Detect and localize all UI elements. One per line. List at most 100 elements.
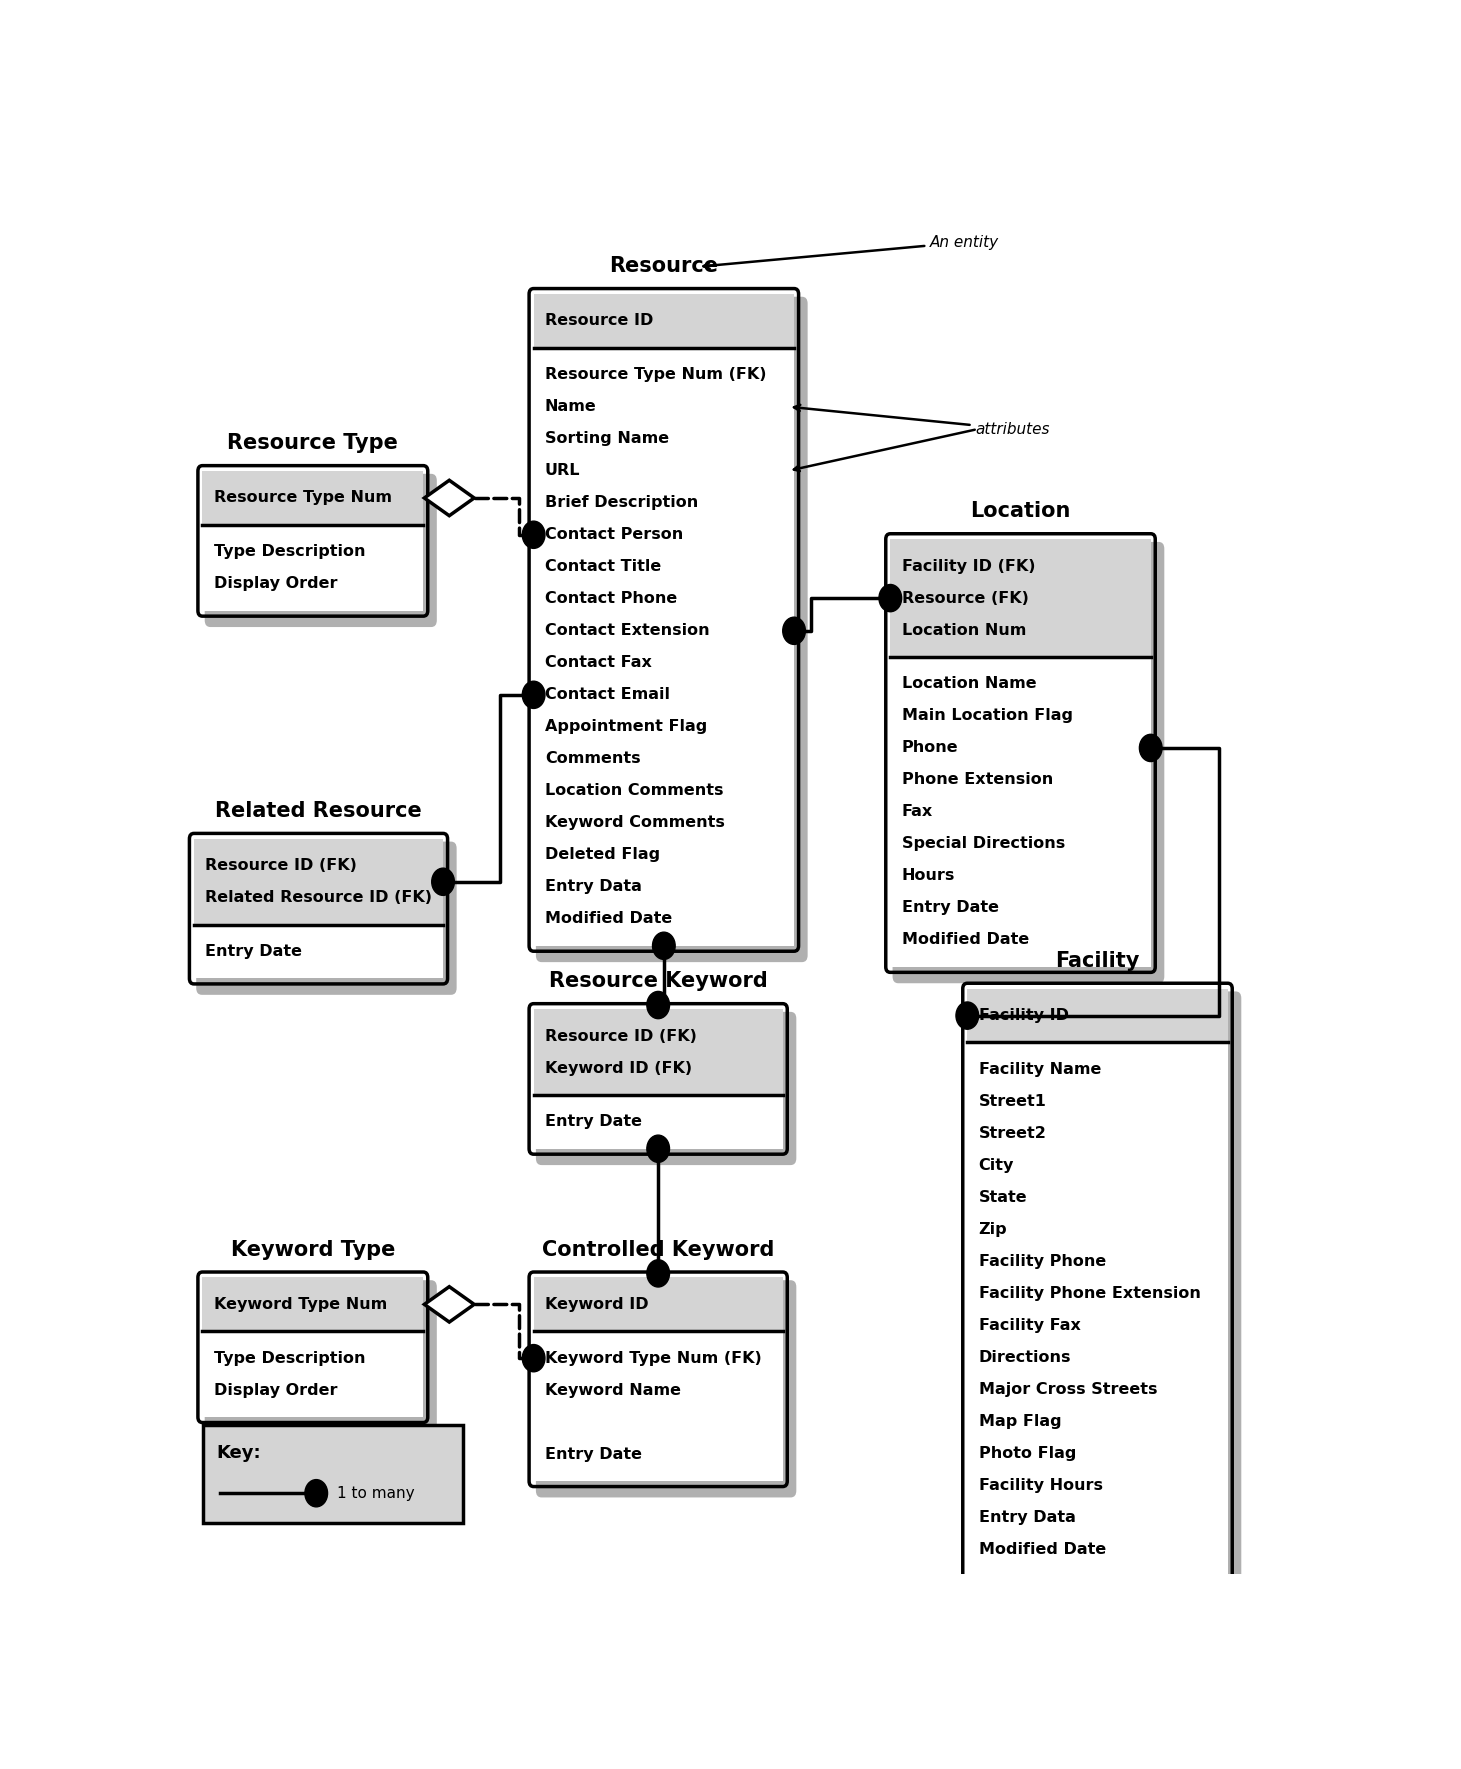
Text: Keyword Type Num: Keyword Type Num [213, 1297, 387, 1313]
Text: Facility Name: Facility Name [979, 1061, 1102, 1077]
Circle shape [432, 869, 454, 895]
Text: Contact Person: Contact Person [545, 527, 684, 543]
Text: Resource Type: Resource Type [228, 433, 399, 453]
Text: Facility Hours: Facility Hours [979, 1479, 1103, 1493]
Text: Modified Date: Modified Date [545, 911, 672, 927]
Text: Entry Date: Entry Date [205, 945, 302, 959]
Circle shape [783, 617, 805, 644]
Text: Facility ID (FK): Facility ID (FK) [901, 559, 1036, 573]
Bar [967, 1042, 1227, 1576]
Text: Location Comments: Location Comments [545, 784, 723, 798]
Text: Contact Email: Contact Email [545, 688, 671, 702]
Text: Controlled Keyword: Controlled Keyword [542, 1240, 774, 1260]
Text: Map Flag: Map Flag [979, 1413, 1061, 1429]
Text: Key:: Key: [216, 1444, 262, 1461]
Text: Brief Description: Brief Description [545, 495, 698, 509]
Text: Main Location Flag: Main Location Flag [901, 708, 1072, 724]
Circle shape [523, 522, 545, 548]
Text: Sorting Name: Sorting Name [545, 432, 669, 446]
Text: Keyword Type: Keyword Type [231, 1240, 394, 1260]
Text: Special Directions: Special Directions [901, 837, 1065, 851]
Text: City: City [979, 1159, 1014, 1173]
Text: URL: URL [545, 463, 580, 478]
Bar [533, 1095, 783, 1148]
Text: Type Description: Type Description [213, 1352, 365, 1366]
Text: Entry Data: Entry Data [545, 879, 641, 895]
Text: Keyword Comments: Keyword Comments [545, 816, 725, 830]
Text: Street2: Street2 [979, 1125, 1046, 1141]
Text: Facility ID: Facility ID [979, 1008, 1068, 1022]
Text: Entry Data: Entry Data [979, 1511, 1075, 1525]
Bar [203, 1332, 424, 1417]
Text: Keyword ID: Keyword ID [545, 1297, 649, 1313]
Text: Resource Type Num (FK): Resource Type Num (FK) [545, 368, 767, 382]
Text: Display Order: Display Order [213, 1383, 337, 1398]
Text: Major Cross Streets: Major Cross Streets [979, 1382, 1157, 1398]
Text: Modified Date: Modified Date [901, 932, 1029, 948]
Text: attributes: attributes [793, 405, 1049, 437]
Text: Related Resource ID (FK): Related Resource ID (FK) [205, 890, 432, 906]
Text: Location Num: Location Num [901, 623, 1026, 637]
Text: Resource ID: Resource ID [545, 313, 653, 329]
Bar [890, 540, 1151, 656]
Text: Related Resource: Related Resource [215, 801, 422, 821]
Circle shape [880, 584, 901, 612]
Bar [194, 925, 443, 978]
Polygon shape [424, 1286, 475, 1321]
Circle shape [647, 1136, 669, 1162]
Text: Modified Date: Modified Date [979, 1543, 1106, 1557]
Circle shape [523, 1344, 545, 1371]
Text: An entity: An entity [703, 235, 999, 269]
Text: Contact Extension: Contact Extension [545, 623, 710, 639]
FancyBboxPatch shape [536, 297, 808, 962]
Text: Location: Location [970, 501, 1071, 522]
FancyBboxPatch shape [203, 1424, 463, 1523]
Bar [533, 348, 795, 946]
Circle shape [647, 991, 669, 1019]
Text: Resource Keyword: Resource Keyword [549, 971, 767, 991]
Text: Keyword Name: Keyword Name [545, 1383, 681, 1398]
Text: Street1: Street1 [979, 1093, 1046, 1109]
Circle shape [305, 1479, 327, 1507]
Text: Name: Name [545, 400, 596, 414]
Text: Resource: Resource [609, 257, 719, 276]
Text: Phone Extension: Phone Extension [901, 773, 1053, 787]
Bar [203, 471, 424, 525]
Text: Keyword Type Num (FK): Keyword Type Num (FK) [545, 1352, 761, 1366]
Text: State: State [979, 1191, 1027, 1205]
Text: Entry Date: Entry Date [545, 1447, 641, 1461]
Bar [533, 1332, 783, 1481]
Text: Entry Date: Entry Date [545, 1114, 641, 1129]
Bar [890, 656, 1151, 968]
Circle shape [955, 1001, 979, 1030]
Text: Phone: Phone [901, 741, 958, 755]
Circle shape [647, 1260, 669, 1288]
Text: 1 to many: 1 to many [336, 1486, 415, 1500]
Text: Facility Phone Extension: Facility Phone Extension [979, 1286, 1201, 1300]
Text: Comments: Comments [545, 752, 640, 766]
Polygon shape [424, 479, 475, 517]
Circle shape [653, 932, 675, 959]
Circle shape [1140, 734, 1161, 762]
Text: Appointment Flag: Appointment Flag [545, 720, 707, 734]
Text: Resource ID (FK): Resource ID (FK) [545, 1028, 697, 1044]
Text: Directions: Directions [979, 1350, 1071, 1366]
FancyBboxPatch shape [205, 1281, 437, 1433]
Text: Entry Date: Entry Date [901, 900, 999, 916]
Text: Photo Flag: Photo Flag [979, 1445, 1075, 1461]
Text: Facility Phone: Facility Phone [979, 1254, 1106, 1268]
Bar [533, 294, 795, 348]
Text: Resource (FK): Resource (FK) [901, 591, 1029, 605]
Text: Hours: Hours [901, 869, 955, 883]
FancyBboxPatch shape [893, 541, 1164, 984]
Bar [194, 839, 443, 925]
Bar [533, 1008, 783, 1095]
Text: Contact Phone: Contact Phone [545, 591, 678, 607]
FancyBboxPatch shape [196, 842, 457, 994]
Text: Zip: Zip [979, 1222, 1007, 1237]
Text: Fax: Fax [901, 805, 934, 819]
FancyBboxPatch shape [536, 1012, 796, 1166]
Text: Resource Type Num: Resource Type Num [213, 490, 392, 506]
Text: Facility: Facility [1055, 952, 1140, 971]
Text: Deleted Flag: Deleted Flag [545, 847, 660, 862]
